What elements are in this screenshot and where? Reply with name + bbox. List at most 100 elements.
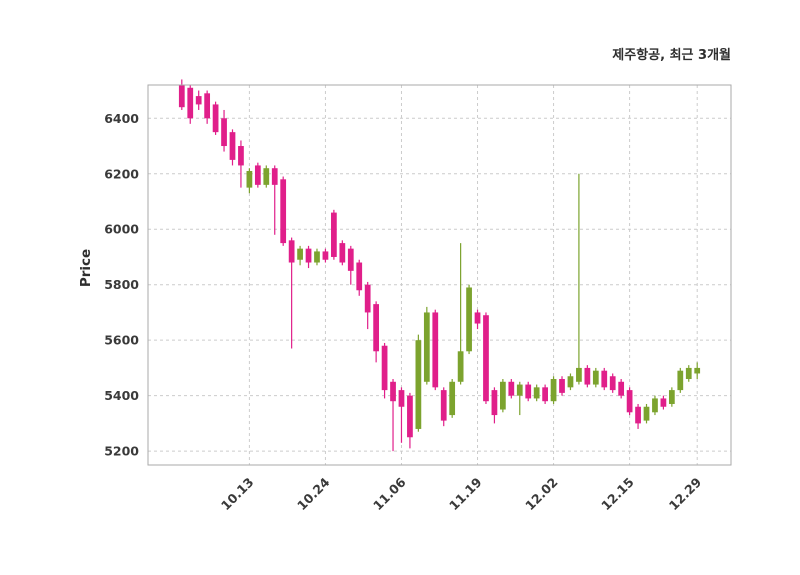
- candle-down: [288, 237, 295, 349]
- candle-body: [685, 367, 692, 380]
- candle-down: [178, 79, 185, 110]
- candle-down: [618, 379, 625, 399]
- candle-body: [254, 165, 261, 185]
- y-tick-label: 5200: [104, 444, 139, 459]
- candle-down: [364, 281, 371, 330]
- candle-body: [390, 381, 396, 402]
- candle-down: [339, 240, 346, 266]
- candle-body: [288, 240, 295, 263]
- candle-body: [508, 381, 515, 396]
- candle-body: [221, 118, 227, 147]
- candle-down: [238, 140, 244, 188]
- candle-up: [297, 245, 303, 266]
- x-tick-label: 12.15: [598, 475, 637, 514]
- candle-body: [677, 370, 684, 391]
- x-tick-label: 11.19: [446, 475, 485, 514]
- candle-body: [694, 367, 701, 374]
- candle-body: [592, 370, 599, 385]
- candle-up: [550, 376, 557, 404]
- candle-body: [423, 312, 430, 382]
- candle-body: [407, 395, 413, 438]
- candle-down: [305, 245, 312, 269]
- candle-down: [609, 373, 616, 393]
- candle-body: [373, 304, 380, 352]
- candle-body: [229, 132, 236, 160]
- candle-body: [195, 96, 202, 105]
- candle-up: [668, 387, 675, 407]
- candle-down: [373, 301, 380, 363]
- chart-title: 제주항공, 최근 3개월: [612, 48, 731, 63]
- candle-body: [626, 390, 633, 413]
- candle-down: [254, 162, 261, 188]
- candle-body: [297, 248, 303, 260]
- candle-body: [466, 287, 472, 352]
- candle-body: [533, 387, 540, 399]
- candle-body: [246, 170, 253, 188]
- x-tick-label: 12.29: [666, 475, 705, 514]
- candle-down: [280, 176, 287, 246]
- candle-body: [483, 315, 489, 402]
- candle-up: [516, 381, 523, 416]
- candle-body: [516, 384, 523, 396]
- candle-body: [525, 384, 532, 399]
- candle-up: [685, 365, 692, 382]
- candle-body: [398, 390, 405, 407]
- candle-body: [652, 398, 658, 413]
- candle-body: [584, 367, 591, 385]
- candle-body: [271, 168, 278, 185]
- candle-body: [474, 312, 481, 324]
- y-tick-label: 6400: [104, 111, 139, 126]
- candle-down: [347, 245, 354, 285]
- candle-down: [187, 85, 194, 124]
- candles: [178, 79, 701, 452]
- candle-body: [576, 367, 582, 382]
- candle-down: [440, 387, 447, 427]
- candle-body: [542, 387, 548, 402]
- candle-body: [263, 168, 270, 185]
- candle-up: [592, 367, 599, 388]
- candle-down: [626, 387, 633, 416]
- candle-down: [212, 101, 219, 135]
- candle-up: [246, 168, 253, 194]
- candle-body: [381, 345, 388, 391]
- candle-up: [694, 362, 701, 380]
- x-tick-label: 11.06: [370, 474, 409, 513]
- candle-body: [314, 251, 320, 263]
- candle-body: [440, 390, 447, 421]
- candle-down: [584, 365, 591, 388]
- candle-up: [314, 248, 320, 266]
- candle-down: [474, 309, 481, 330]
- candle-down: [398, 387, 405, 443]
- candle-down: [356, 259, 363, 296]
- candle-down: [542, 384, 548, 404]
- candle-body: [457, 351, 464, 382]
- y-tick-label: 5800: [104, 277, 139, 292]
- candle-down: [601, 367, 608, 391]
- candle-body: [660, 398, 667, 407]
- candle-down: [229, 129, 236, 166]
- candle-down: [508, 379, 515, 399]
- candle-down: [390, 379, 396, 452]
- candle-up: [457, 243, 464, 385]
- candle-body: [178, 85, 185, 108]
- x-tick-label: 10.13: [218, 475, 257, 514]
- candle-down: [271, 165, 278, 235]
- y-tick-label: 6000: [104, 222, 139, 237]
- candle-body: [643, 406, 650, 421]
- candle-body: [347, 248, 354, 271]
- candle-body: [618, 381, 625, 396]
- candle-up: [576, 173, 582, 385]
- candle-body: [339, 243, 346, 263]
- candle-down: [221, 109, 227, 152]
- candle-body: [331, 212, 337, 257]
- candle-up: [643, 403, 650, 424]
- y-tick-label: 5600: [104, 333, 139, 348]
- candle-body: [204, 93, 211, 119]
- candle-body: [668, 390, 675, 404]
- candle-body: [280, 179, 287, 244]
- y-tick-label: 6200: [104, 166, 139, 181]
- candle-down: [483, 312, 489, 404]
- y-axis-label: Price: [78, 248, 95, 288]
